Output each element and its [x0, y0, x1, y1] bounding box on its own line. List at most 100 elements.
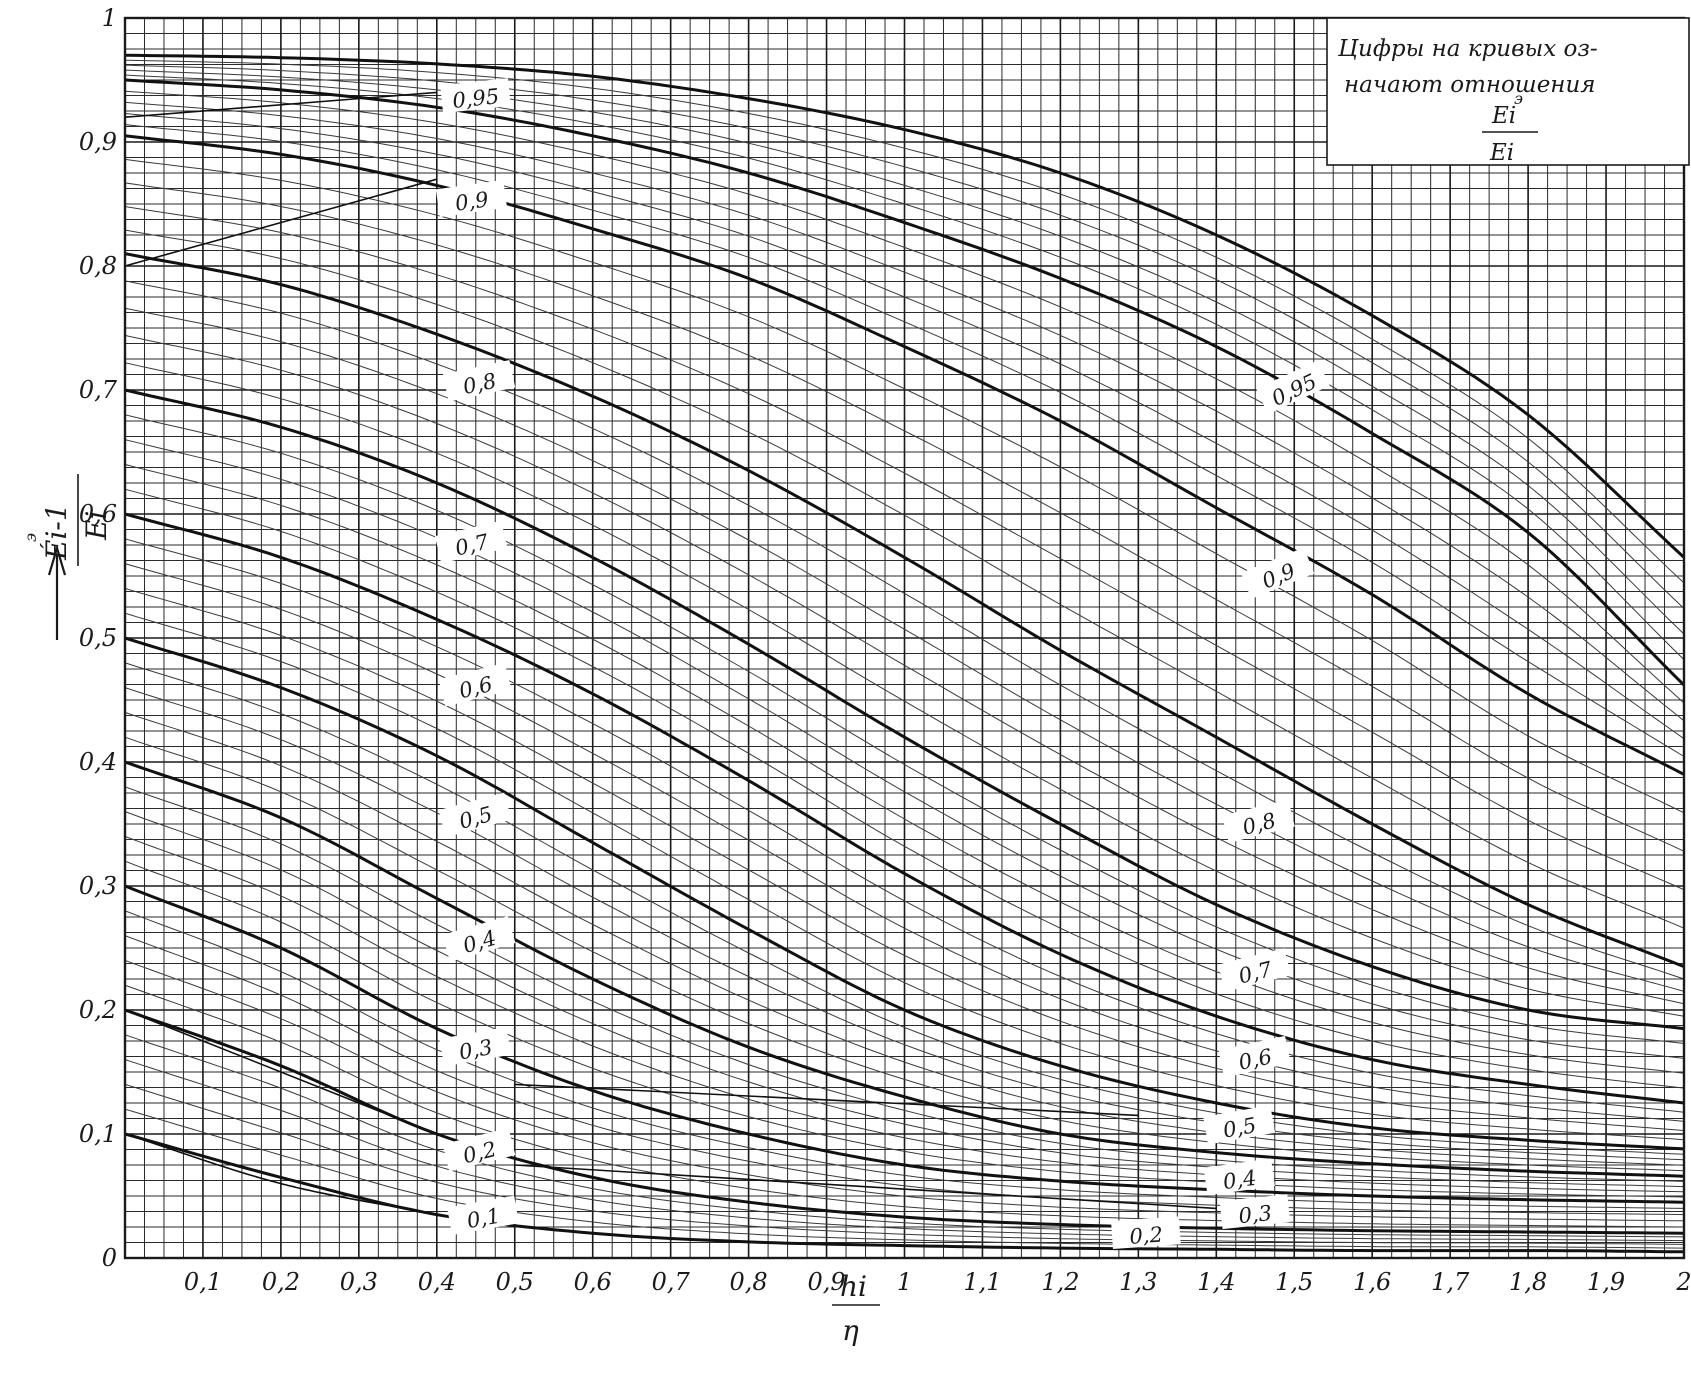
curve-thin: [124, 463, 1685, 1074]
curve-series: [124, 884, 1685, 1204]
y-tick-label: 0: [102, 1244, 117, 1272]
y-tick-label: 0,8: [79, 252, 117, 280]
curve-series: [124, 78, 1686, 687]
curve-label: 0,4: [1221, 1166, 1257, 1194]
curve-thin: [124, 835, 1685, 1193]
curve-thin: [124, 1083, 1685, 1245]
curve-label-backdrop: [1256, 360, 1330, 415]
x-axis-label-den: η: [842, 1314, 859, 1347]
curve-thin: [124, 229, 1685, 929]
curve-segment: [124, 91, 437, 118]
curve-thin: [124, 488, 1685, 1089]
curve-label-backdrop: [442, 916, 516, 962]
x-tick-label: 0,8: [730, 1268, 768, 1296]
curve-thin: [124, 307, 1685, 992]
x-tick-label: 0,1: [184, 1268, 222, 1296]
curve-label-backdrop: [1111, 1216, 1181, 1250]
curve-label-backdrop: [1218, 948, 1291, 992]
curve-thin: [124, 362, 1685, 1017]
curve-label-backdrop: [1218, 1035, 1291, 1078]
curve-label-backdrop: [1240, 547, 1315, 599]
y-tick-label: 0,6: [79, 500, 117, 528]
x-tick-label: 1,5: [1275, 1268, 1313, 1296]
curve-thin: [124, 158, 1685, 814]
x-tick-label: 0,2: [262, 1268, 300, 1296]
x-tick-label: 1,2: [1041, 1268, 1079, 1296]
x-tick-label: 0,5: [496, 1268, 534, 1296]
curve-family: [124, 53, 1686, 1254]
curve-thin: [124, 935, 1685, 1216]
curve-series: [124, 388, 1685, 1031]
curve-label: 0,2: [1129, 1223, 1164, 1249]
curve-series: [124, 760, 1685, 1178]
curve-label-backdrop: [442, 360, 516, 402]
curve-segment: [514, 1164, 1217, 1210]
curve-thin: [124, 984, 1685, 1228]
curve-label-backdrop: [440, 78, 511, 114]
curve-label: 0,9: [454, 187, 490, 215]
curve-label-backdrop: [438, 792, 512, 838]
y-axis-ticks: 0 0,1 0,2 0,3 0,4 0,5 0,6 0,7 0,8 0,9 1: [79, 4, 118, 1272]
curve-label: 0,5: [1221, 1113, 1258, 1142]
curve-segment: [124, 1009, 438, 1135]
y-tick-label: 0,4: [79, 748, 117, 776]
y-axis-label: Éi-1 э Ei: [21, 474, 113, 566]
curve-series: [124, 252, 1685, 968]
x-tick-label: 1,4: [1197, 1268, 1235, 1296]
curve-thin: [124, 736, 1685, 1172]
curve-series: [124, 512, 1685, 1105]
curve-label: 0,1: [465, 1204, 502, 1233]
curve-labels: 0,950,90,80,70,60,50,40,30,20,10,950,90,…: [434, 78, 1330, 1250]
curve-segment: [124, 178, 438, 267]
curve-thin: [124, 280, 1685, 980]
curve-thin: [124, 1034, 1685, 1238]
curve-label-backdrop: [1203, 1158, 1275, 1196]
curve-thin: [124, 687, 1685, 1161]
curve-series: [124, 53, 1686, 559]
curve-label-backdrop: [442, 1127, 516, 1172]
curve-thin: [124, 538, 1685, 1113]
curve-thin: [124, 113, 1685, 740]
curve-series: [124, 1132, 1685, 1254]
curve-label-backdrop: [1219, 1194, 1291, 1230]
curve-thin: [124, 612, 1685, 1141]
y-axis-label-den: Ei: [80, 511, 113, 541]
curve-thin: [124, 959, 1685, 1222]
curve-thin: [124, 206, 1685, 891]
curve-label: 0,3: [457, 1035, 494, 1064]
x-tick-label: 1,7: [1431, 1268, 1470, 1296]
curve-thin: [124, 786, 1685, 1182]
curve-thin: [124, 64, 1685, 609]
y-tick-label: 0,7: [79, 376, 118, 404]
curve-thin: [124, 59, 1685, 584]
x-tick-label: 0,3: [340, 1268, 378, 1296]
legend-line-1: Цифры на кривых оз-: [1337, 36, 1598, 62]
curve-thin: [124, 182, 1685, 852]
curve-label-backdrop: [435, 179, 508, 218]
legend-box: [1326, 17, 1690, 166]
legend: Цифры на кривых оз- начают отношения Ei …: [1326, 17, 1690, 166]
x-tick-label: 0,7: [652, 1268, 691, 1296]
curve-thin: [124, 587, 1685, 1131]
curve-thin: [124, 74, 1685, 660]
y-axis-label-sup: э: [21, 533, 40, 542]
x-tick-label: 1,6: [1353, 1268, 1391, 1296]
curve-label: 0,3: [1237, 1201, 1273, 1228]
x-tick-label: 1,1: [963, 1268, 1001, 1296]
curve-thin: [124, 101, 1685, 722]
y-axis-arrow-icon: [47, 544, 67, 640]
legend-line-2: начают отношения: [1344, 72, 1596, 98]
curve-thin: [124, 1059, 1685, 1242]
curve-label-backdrop: [438, 662, 512, 707]
curve-thin: [124, 563, 1685, 1122]
x-tick-label: 0,9: [807, 1268, 845, 1296]
curve-thin: [124, 860, 1685, 1198]
curve-label-backdrop: [447, 1195, 519, 1236]
curve-series: [124, 636, 1685, 1151]
plot-frame: [123, 16, 1686, 1260]
curve-label-backdrop: [1222, 799, 1295, 843]
curve-label: 0,95: [451, 84, 500, 113]
x-tick-label: 0,4: [418, 1268, 456, 1296]
curve-thin: [124, 662, 1685, 1155]
